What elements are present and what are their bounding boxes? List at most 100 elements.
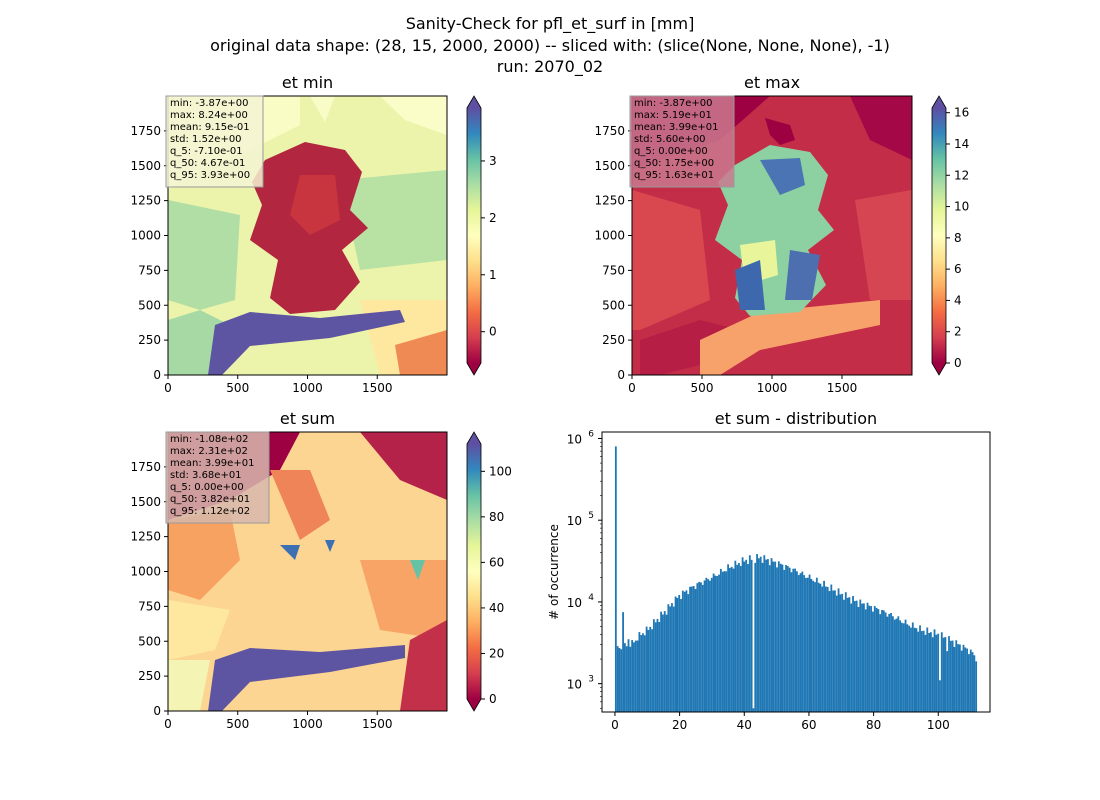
histogram-bar (901, 622, 903, 712)
histogram-bar (719, 568, 722, 712)
histogram-bar (767, 559, 769, 712)
histogram-bar (828, 591, 831, 712)
x-tick-label: 0 (164, 717, 172, 731)
histogram-bar (772, 561, 775, 712)
y-tick-exponent: 4 (588, 593, 594, 603)
histogram-bar (654, 622, 657, 712)
histogram-bar (824, 586, 827, 712)
histogram-bar (730, 566, 733, 712)
x-tick-label: 100 (927, 718, 950, 732)
histogram-bar (741, 557, 744, 712)
histogram-bar (850, 603, 853, 712)
histogram-bar (897, 616, 900, 712)
stats-line: q_95: 1.12e+02 (170, 506, 250, 517)
colorbar-tick-label: 14 (954, 137, 969, 151)
y-tick-label: 1000 (594, 229, 625, 243)
x-axis-ticks: 0 20 40 60 80 100 (611, 712, 950, 732)
x-tick-label: 0 (628, 381, 636, 395)
colorbar-extend-max (932, 96, 946, 108)
histogram-bar (962, 644, 965, 712)
histogram-bar (803, 575, 806, 712)
y-tick-label: 500 (138, 298, 161, 312)
histogram-bar (872, 611, 874, 712)
histogram-bar (895, 618, 898, 712)
histogram-bar (634, 640, 637, 712)
histogram-bar (662, 614, 664, 712)
colorbar-tick-label: 2 (954, 325, 962, 339)
histogram-bar (709, 580, 711, 712)
histogram-bar (975, 661, 978, 712)
histogram-bar (788, 567, 791, 712)
panel-et-sum: et sum 0 500 1000 1500 02505007501000125015… (130, 409, 511, 731)
histogram-bar (660, 611, 663, 712)
plot-frame (601, 431, 991, 713)
histogram-bar (843, 599, 845, 712)
histogram-bar (812, 580, 815, 712)
stats-line: max: 2.31e+02 (170, 446, 248, 457)
histogram-bar (881, 609, 883, 712)
stats-line: std: 1.52e+00 (170, 134, 242, 145)
histogram-bar (815, 577, 818, 712)
y-tick-label: 1500 (130, 495, 161, 509)
histogram-bar (852, 595, 854, 712)
stats-line: min: -1.08e+02 (170, 434, 249, 445)
y-tick-label: 1250 (130, 530, 161, 544)
histogram-bar (821, 586, 824, 712)
histogram-bar (721, 571, 724, 712)
histogram-bars (614, 446, 978, 712)
colorbar-tick-label: 20 (489, 646, 504, 660)
histogram-bar (864, 609, 867, 712)
panel-et-min: et min 0 500 1000 1500 0 250 500 750 1000 1250 15… (130, 73, 496, 395)
histogram-bar (935, 634, 938, 712)
histogram-bar (873, 606, 876, 712)
histogram-bar (879, 614, 882, 712)
histogram-bar (814, 582, 816, 712)
histogram-bar (736, 564, 739, 712)
histogram-bar (891, 616, 894, 712)
stats-line: q_5: -7.10e-01 (170, 146, 243, 157)
histogram-bar (870, 606, 873, 712)
colorbar: 0 2 4 6 8 10 12 14 16 (931, 95, 969, 376)
stats-line: q_95: 1.63e+01 (634, 170, 714, 181)
x-tick-label: 20 (672, 718, 687, 732)
x-tick-label: 1500 (362, 717, 393, 731)
histogram-bar (796, 571, 798, 712)
x-axis-ticks: 0 500 1000 1500 (628, 375, 857, 395)
histogram-bar (844, 592, 847, 712)
stats-box: min: -1.08e+02 max: 2.31e+02 mean: 3.99e… (165, 431, 270, 524)
x-tick-label: 1500 (827, 381, 858, 395)
histogram-bar (835, 595, 838, 712)
stats-line: max: 5.19e+01 (634, 110, 712, 121)
y-tick-label: 250 (138, 333, 161, 347)
histogram-bar (904, 619, 907, 712)
histogram-bar (906, 624, 909, 712)
y-tick-label: 1500 (594, 159, 625, 173)
histogram-bar (636, 640, 639, 712)
histogram-bar (738, 563, 740, 712)
histogram-bar (781, 564, 784, 712)
histogram-bar (752, 708, 755, 712)
x-tick-label: 1000 (292, 381, 323, 395)
stats-line: mean: 9.15e-01 (170, 122, 250, 133)
histogram-bar (652, 619, 655, 712)
histogram-bar (888, 613, 891, 712)
histogram-bar (638, 632, 641, 712)
histogram-bar (685, 590, 688, 712)
histogram-bar (810, 578, 813, 712)
histogram-bar (754, 562, 757, 712)
histogram-bar (779, 563, 782, 712)
histogram-bar (747, 564, 749, 712)
stats-line: q_50: 1.75e+00 (634, 158, 714, 169)
x-axis-ticks: 0 500 1000 1500 (164, 375, 393, 395)
histogram-bar (783, 569, 786, 712)
y-tick-label: 1750 (130, 460, 161, 474)
histogram-bar (911, 622, 914, 712)
histogram-bar (949, 640, 952, 712)
y-axis-ticks: 0 250 500 750 1000 1250 1500 1750 (130, 124, 168, 382)
histogram-bar (645, 626, 648, 712)
y-tick-label: 1750 (130, 124, 161, 138)
histogram-bar (750, 559, 753, 712)
histogram-bar (968, 654, 970, 712)
x-tick-label: 1000 (292, 717, 323, 731)
